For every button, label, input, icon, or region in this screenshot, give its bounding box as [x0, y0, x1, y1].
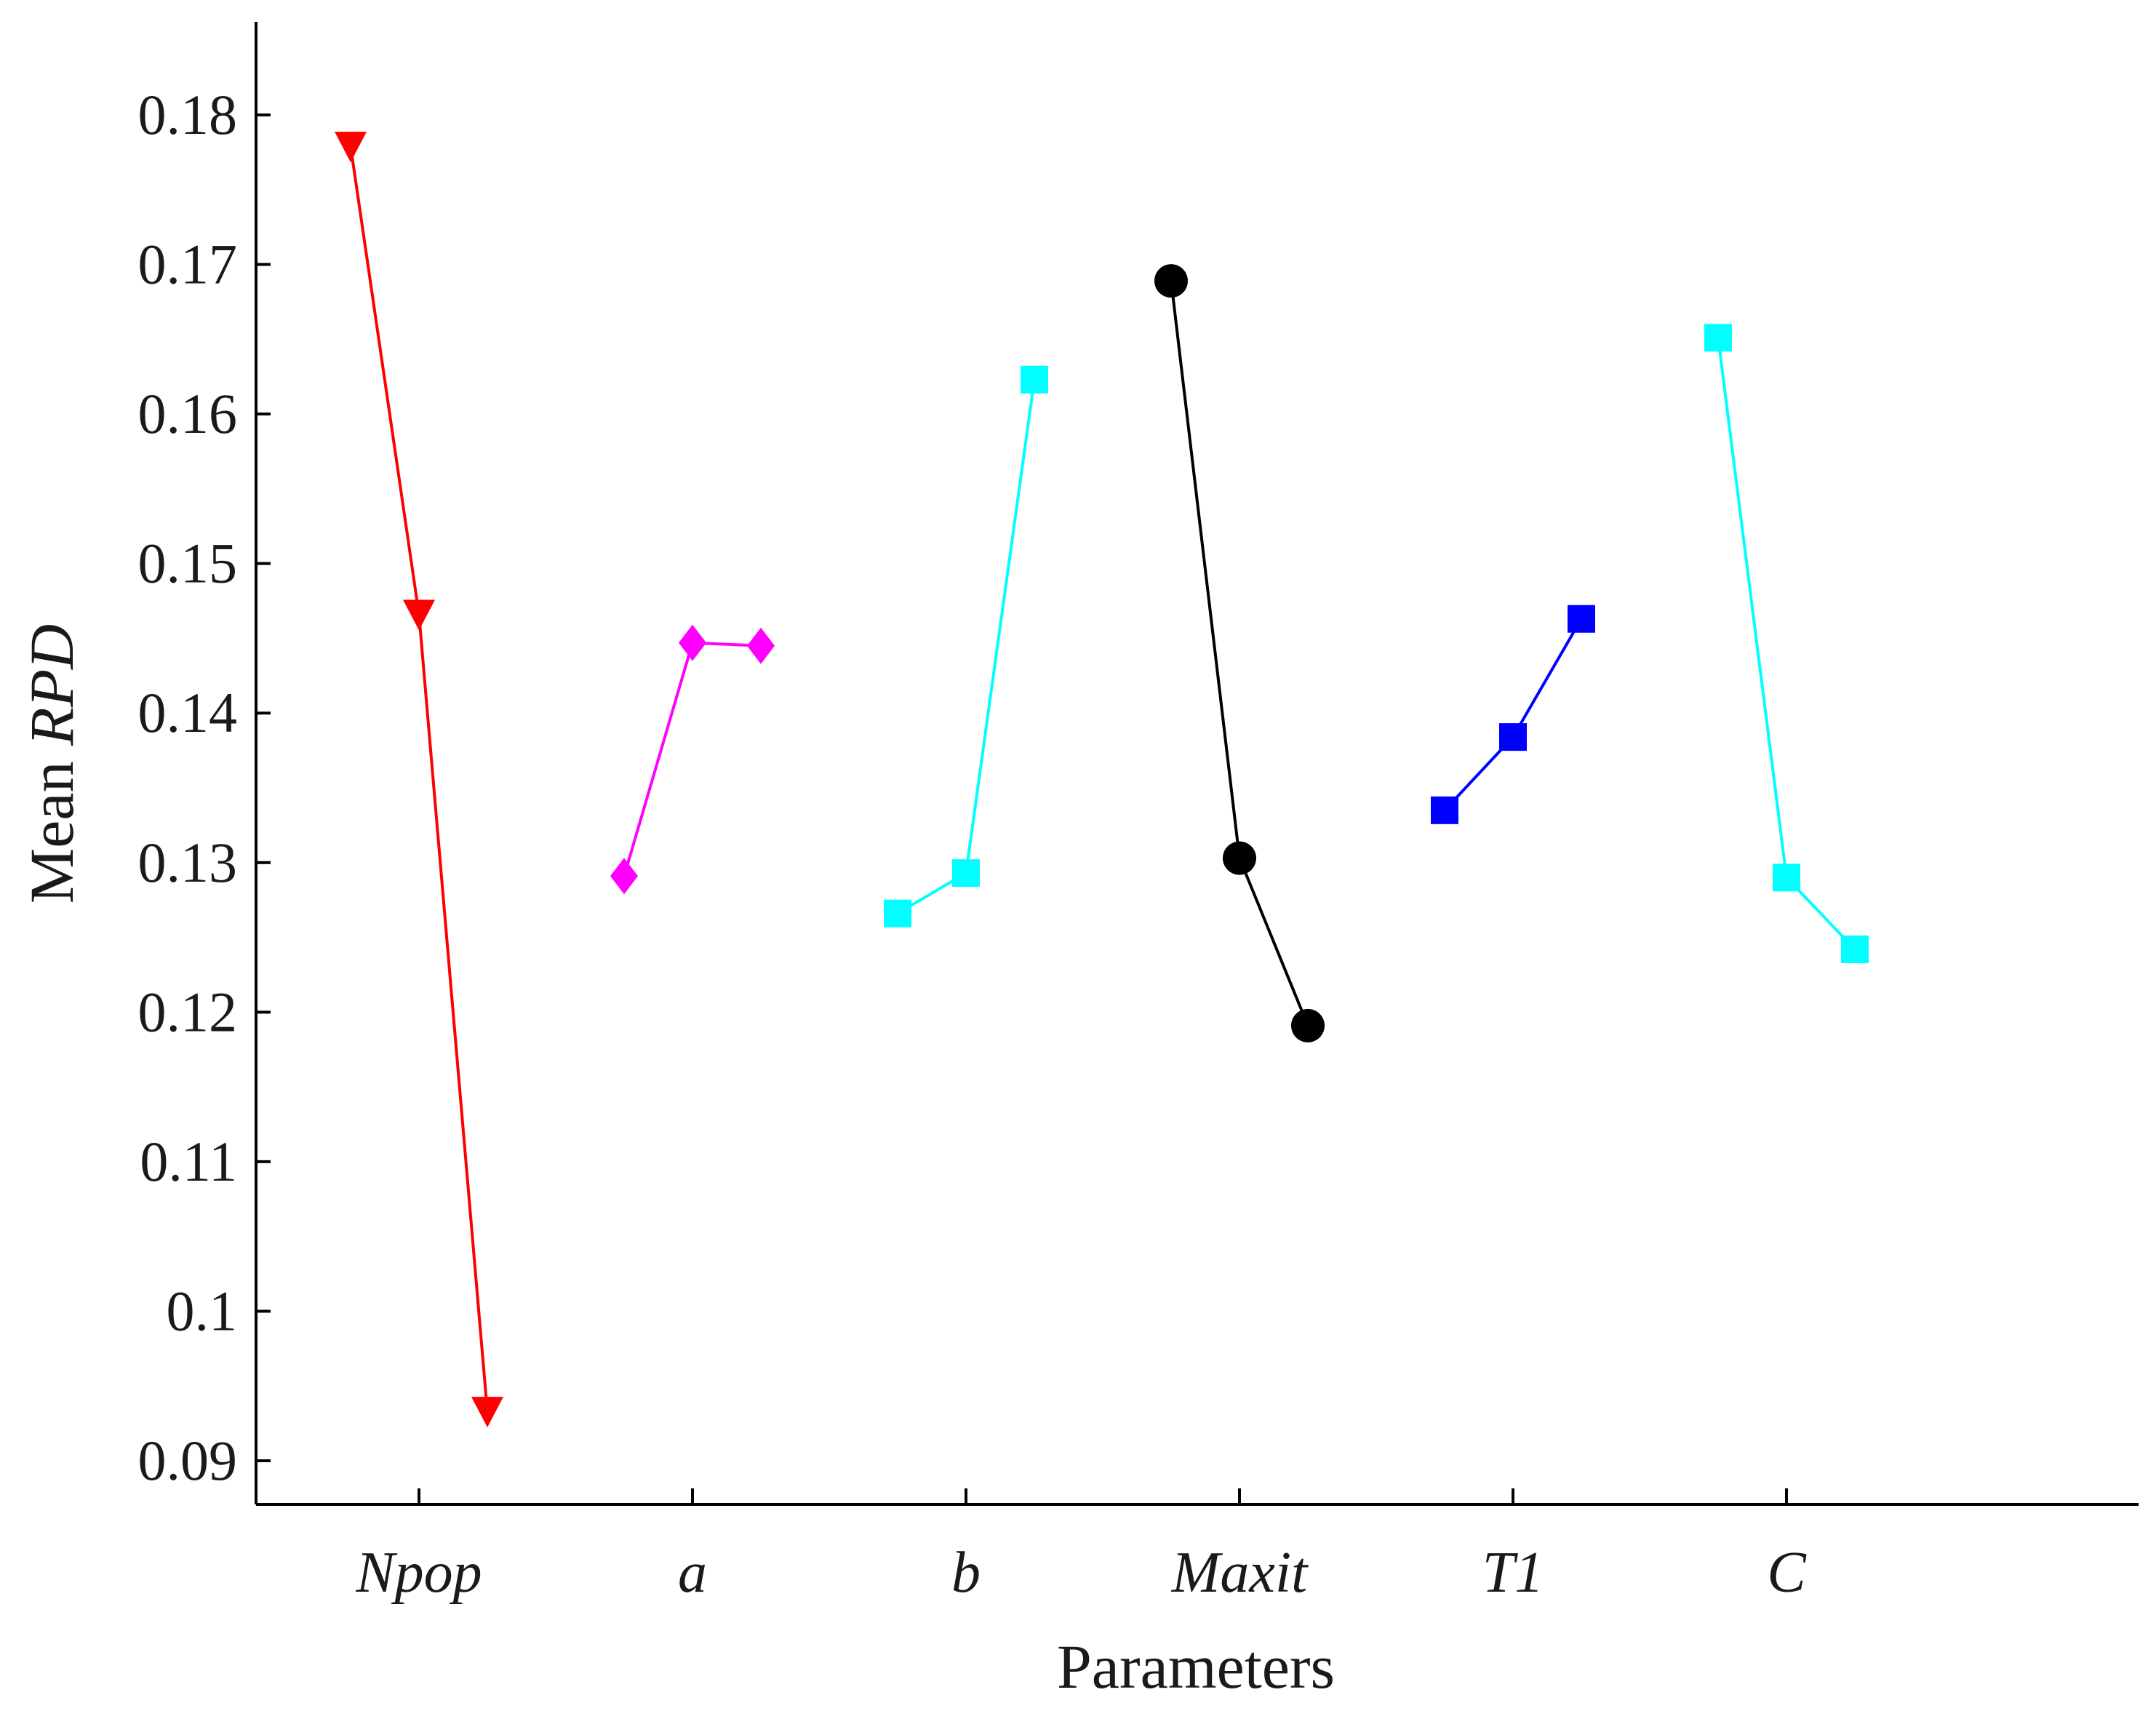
- data-point: [403, 599, 435, 631]
- data-point: [1154, 264, 1188, 298]
- y-tick-label: 0.13: [138, 831, 238, 894]
- x-ticks: Npop a b Maxit T1 C: [355, 1488, 1807, 1605]
- data-point: [1021, 365, 1048, 394]
- series-line: [896, 379, 1036, 915]
- x-category-label: Npop: [355, 1541, 482, 1605]
- series-C: [1704, 324, 1869, 963]
- data-point: [679, 624, 706, 661]
- y-tick-label: 0.1: [167, 1279, 238, 1342]
- data-point: [1568, 605, 1595, 633]
- data-point: [1499, 723, 1527, 751]
- series-Maxit: [1154, 264, 1325, 1042]
- y-tick-label: 0.09: [138, 1429, 238, 1492]
- y-tick-label: 0.12: [138, 980, 238, 1043]
- y-axis-title-prefix: Mean: [17, 746, 87, 904]
- series-line: [349, 145, 489, 1412]
- data-point: [610, 858, 638, 895]
- data-point: [952, 859, 980, 888]
- data-point: [747, 627, 775, 664]
- data-point: [471, 1397, 503, 1428]
- series-line: [623, 641, 762, 877]
- series-Npop: [335, 132, 503, 1428]
- series-line: [1170, 280, 1309, 1026]
- data-point: [884, 899, 911, 928]
- y-ticks: 0.09 0.1 0.11 0.12 0.13 0.14 0.15 0.16 0.17 0.18: [138, 83, 271, 1492]
- y-tick-label: 0.18: [138, 83, 238, 146]
- data-point: [1223, 841, 1256, 875]
- x-category-label: Maxit: [1171, 1541, 1309, 1605]
- y-tick-label: 0.16: [138, 382, 238, 445]
- x-axis-title: Parameters: [1057, 1632, 1335, 1702]
- data-point: [1773, 864, 1800, 892]
- x-category-label: a: [678, 1541, 707, 1605]
- data-point: [1291, 1008, 1325, 1042]
- data-point: [1841, 936, 1869, 963]
- series-a: [610, 624, 775, 895]
- series-b: [884, 365, 1048, 928]
- y-tick-label: 0.11: [140, 1130, 237, 1193]
- data-point: [1431, 796, 1458, 824]
- axes: [255, 22, 2139, 1506]
- series-line: [1443, 618, 1583, 812]
- y-axis-title-italic: RPD: [17, 624, 87, 746]
- y-axis-title: Mean RPD: [17, 624, 87, 904]
- series-line: [1717, 338, 1856, 951]
- data-point: [335, 132, 367, 163]
- y-tick-label: 0.14: [138, 681, 238, 744]
- x-category-label: C: [1767, 1541, 1807, 1605]
- y-tick-label: 0.15: [138, 532, 238, 595]
- x-category-label: b: [951, 1541, 981, 1605]
- data-point: [1704, 324, 1732, 352]
- x-category-label: T1: [1482, 1541, 1544, 1605]
- series-T1: [1431, 605, 1595, 824]
- series: [335, 132, 1869, 1428]
- y-tick-label: 0.17: [138, 233, 238, 296]
